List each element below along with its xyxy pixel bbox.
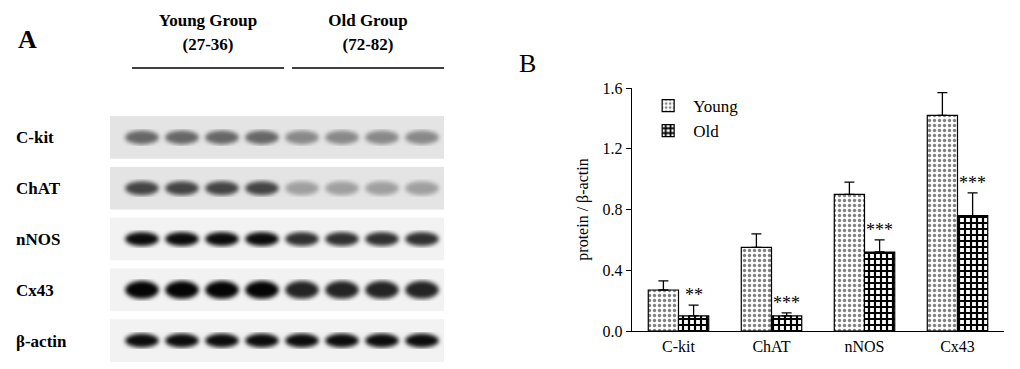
svg-text:(72-82): (72-82) [343,35,394,54]
svg-text:Young: Young [693,97,738,116]
svg-text:0.4: 0.4 [603,262,623,279]
svg-text:protein / β-actin: protein / β-actin [574,158,592,260]
svg-text:ChAT: ChAT [752,338,790,355]
svg-text:B: B [519,49,536,78]
svg-text:***: *** [959,173,986,193]
svg-text:β-actin: β-actin [16,332,67,351]
svg-text:C-kit: C-kit [662,338,695,355]
svg-text:1.6: 1.6 [603,80,623,97]
svg-text:Old Group: Old Group [328,11,408,30]
svg-text:Old: Old [693,122,719,141]
svg-text:Cx43: Cx43 [16,281,54,300]
svg-text:1.2: 1.2 [603,140,623,157]
svg-text:0.0: 0.0 [603,323,623,340]
svg-text:A: A [18,25,37,54]
svg-text:**: ** [685,285,703,305]
svg-text:Young Group: Young Group [159,11,257,30]
svg-text:***: *** [773,293,800,313]
svg-text:Cx43: Cx43 [940,338,975,355]
svg-text:0.8: 0.8 [603,201,623,218]
svg-text:C-kit: C-kit [16,128,54,147]
svg-text:ChAT: ChAT [16,179,61,198]
svg-text:nNOS: nNOS [844,338,884,355]
svg-text:(27-36): (27-36) [183,35,234,54]
svg-text:***: *** [866,220,893,240]
svg-text:nNOS: nNOS [16,230,60,249]
